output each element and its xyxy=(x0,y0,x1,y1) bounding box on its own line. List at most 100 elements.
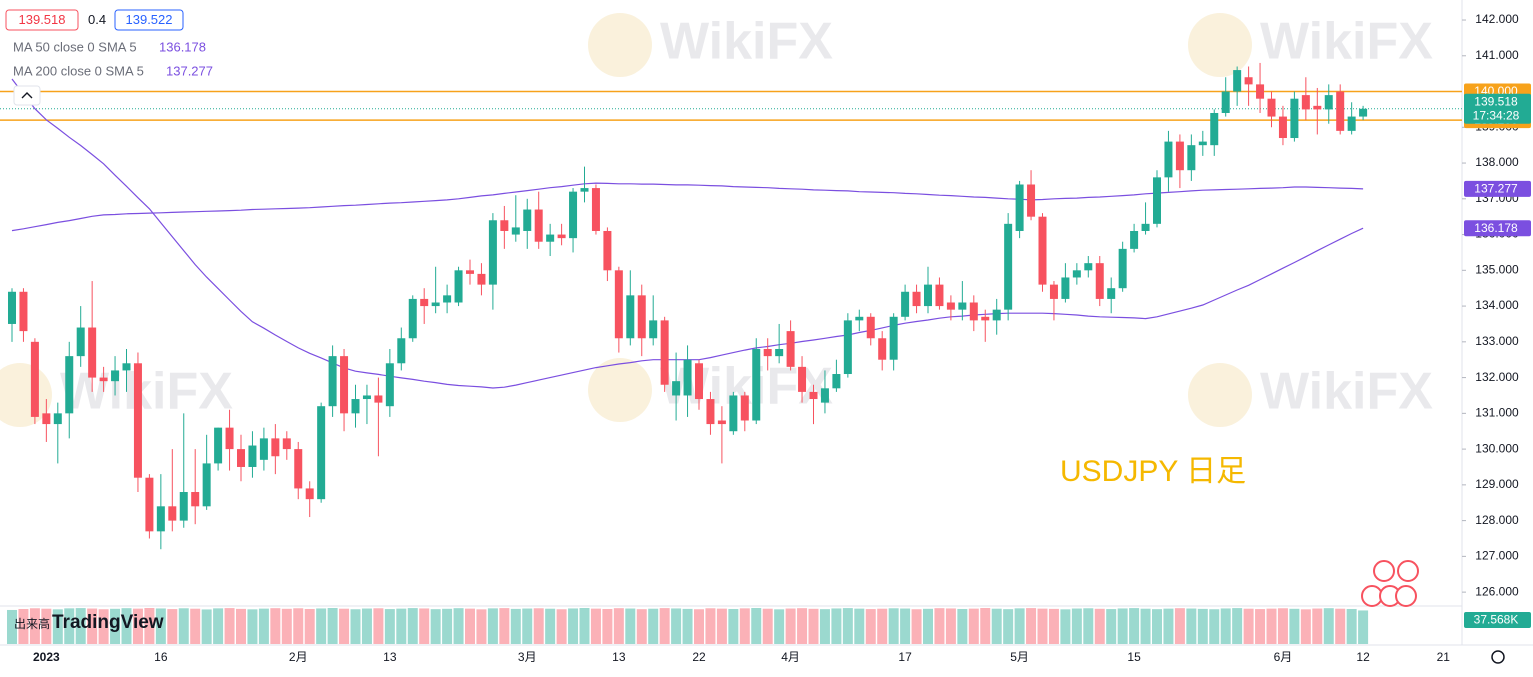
volume-bar xyxy=(957,608,968,644)
volume-bar xyxy=(545,608,556,644)
volume-bar xyxy=(1060,609,1071,644)
volume-bar xyxy=(1209,609,1220,644)
candle-body xyxy=(901,291,910,317)
candle-body xyxy=(855,316,864,321)
volume-bar xyxy=(75,608,86,644)
volume-bar xyxy=(659,608,670,644)
volume-bar xyxy=(648,608,659,644)
candle-body xyxy=(362,395,371,400)
candle-body xyxy=(1095,263,1104,299)
watermark-logo xyxy=(1188,13,1252,77)
volume-bar xyxy=(18,608,29,644)
candle-body xyxy=(546,234,555,242)
watermark: WikiFX xyxy=(660,13,833,71)
collapse-button[interactable] xyxy=(13,85,41,106)
candle-body xyxy=(992,309,1001,321)
event-flag[interactable] xyxy=(1395,585,1417,607)
volume-bar xyxy=(304,608,315,644)
volume-bar xyxy=(1266,608,1277,644)
volume-bar xyxy=(361,608,372,644)
settings-icon[interactable] xyxy=(1491,650,1505,664)
volume-bar xyxy=(270,608,281,644)
volume-bar xyxy=(442,608,453,644)
x-tick-label: 2月 xyxy=(289,650,308,664)
volume-bar xyxy=(64,608,75,644)
candle-body xyxy=(1130,230,1139,249)
candle-body xyxy=(191,492,200,507)
y-tick-label: 129.000 xyxy=(1475,477,1519,491)
volume-bar xyxy=(487,608,498,644)
volume-bar xyxy=(888,608,899,644)
candle-body xyxy=(672,381,681,396)
candle-body xyxy=(466,270,474,274)
candle-body xyxy=(53,413,62,425)
volume-label: 出来高 xyxy=(14,616,50,631)
candle-body xyxy=(374,395,383,403)
volume-bar xyxy=(1335,608,1346,644)
candle-body xyxy=(248,445,257,467)
volume-bar xyxy=(384,609,395,644)
candle-body xyxy=(1359,108,1368,117)
ma-tag-bg xyxy=(1464,220,1531,237)
candle-body xyxy=(775,348,784,357)
volume-bar xyxy=(1186,608,1197,644)
volume-bar xyxy=(1014,608,1025,644)
candle-body xyxy=(729,395,738,432)
candle-body xyxy=(1015,184,1024,231)
candle-body xyxy=(237,449,245,467)
candle-body xyxy=(706,399,715,425)
volume-bar xyxy=(167,609,178,644)
candle-body xyxy=(65,356,74,414)
candle-body xyxy=(958,302,967,310)
volume-bar xyxy=(41,608,52,644)
volume-bar xyxy=(201,609,212,644)
volume-bar xyxy=(1026,608,1037,644)
volume-bar xyxy=(281,608,292,644)
candle-body xyxy=(202,463,211,507)
candle-body xyxy=(981,316,990,321)
x-tick-label: 2023 xyxy=(33,650,60,664)
event-icons xyxy=(1361,560,1419,607)
candle-body xyxy=(878,338,887,360)
watermark-logo xyxy=(1188,363,1252,427)
candle-body xyxy=(511,227,520,235)
candle-body xyxy=(145,477,154,532)
candle-body xyxy=(111,370,120,382)
candle-body xyxy=(1301,95,1310,110)
candle-body xyxy=(168,506,177,521)
volume-bar xyxy=(87,608,98,644)
volume-bar xyxy=(739,608,750,644)
volume-bar xyxy=(110,608,121,644)
candle-body xyxy=(1072,270,1081,278)
volume-bar xyxy=(1220,608,1231,644)
volume-bar xyxy=(327,608,338,644)
volume-bar xyxy=(1163,608,1174,644)
candle-body xyxy=(1107,288,1116,299)
candle-body xyxy=(763,348,772,357)
candle-body xyxy=(683,359,692,396)
volume-bar xyxy=(1232,608,1243,644)
event-flag[interactable] xyxy=(1373,560,1395,582)
volume-bar xyxy=(556,609,567,644)
y-tick-label: 126.000 xyxy=(1475,584,1519,598)
volume-bar xyxy=(568,608,579,644)
annotation: USDJPY 日足 xyxy=(1060,455,1246,488)
candle-body xyxy=(1084,263,1093,271)
volume-bar xyxy=(728,608,739,644)
x-tick-label: 17 xyxy=(898,650,912,664)
volume-bar xyxy=(1312,608,1323,644)
ask: 139.522 xyxy=(126,12,173,27)
watermark-logo xyxy=(0,363,52,427)
x-tick-label: 6月 xyxy=(1274,650,1293,664)
event-flag[interactable] xyxy=(1397,560,1419,582)
candle-body xyxy=(214,427,223,464)
volume-bar xyxy=(29,608,40,644)
candle-body xyxy=(717,420,726,425)
candle-body xyxy=(866,316,875,339)
x-tick-label: 15 xyxy=(1127,650,1141,664)
candle-body xyxy=(340,356,349,414)
volume-bar xyxy=(1094,608,1105,644)
